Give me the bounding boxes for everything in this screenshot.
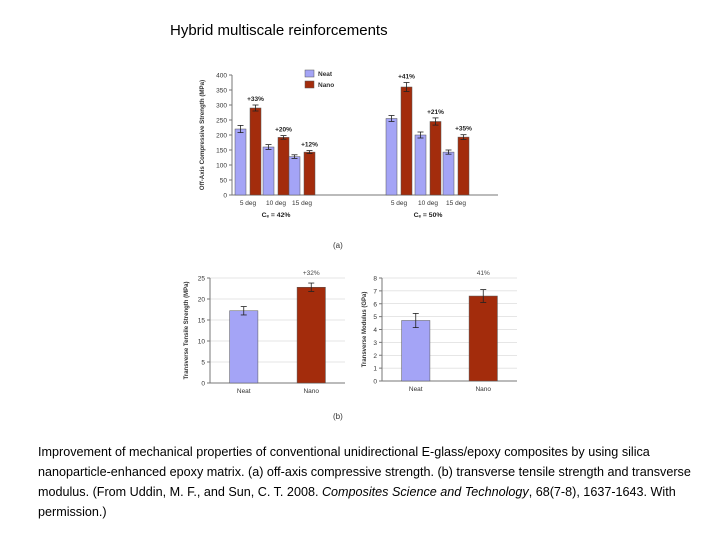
legend-label-nano: Nano <box>318 82 334 89</box>
tensile-x-tick-label: Nano <box>303 388 319 395</box>
y-tick-label: 0 <box>223 193 227 200</box>
panel-label-a: (a) <box>333 241 343 250</box>
tensile-bar-nano <box>296 286 326 384</box>
annotation-pct: +20% <box>275 127 292 134</box>
annotation-pct: +41% <box>398 74 415 81</box>
bar-neat-4 <box>414 134 427 196</box>
bar-neat-5 <box>442 151 455 196</box>
x-tick-label: 10 deg <box>266 200 286 207</box>
bar-neat-2 <box>288 156 301 196</box>
modulus-y-tick-label: 2 <box>373 353 377 360</box>
modulus-y-tick-label: 8 <box>373 276 377 283</box>
modulus-y-tick-label: 6 <box>373 301 377 308</box>
modulus-y-tick-label: 0 <box>373 379 377 386</box>
y-axis-label: Off-Axis Compressive Strength (MPa) <box>199 80 206 190</box>
modulus-x-tick-label: Nano <box>475 386 491 393</box>
tensile-annotation-pct: +32% <box>303 270 320 277</box>
caption-journal: Composites Science and Technology <box>321 485 529 499</box>
bar-nano-5 <box>457 136 470 196</box>
y-tick-label: 200 <box>216 133 227 140</box>
annotation-pct: +12% <box>301 142 318 149</box>
modulus-annotation-pct: 41% <box>477 270 490 277</box>
modulus-y-tick-label: 4 <box>373 327 377 334</box>
legend-swatch-nano <box>304 80 315 89</box>
annotation-pct: +33% <box>247 96 264 103</box>
tensile-y-tick-label: 20 <box>198 297 206 304</box>
bar-nano-3 <box>400 86 413 196</box>
bar-nano-2 <box>303 151 316 196</box>
figure-caption: Improvement of mechanical properties of … <box>38 442 698 522</box>
y-tick-label: 350 <box>216 88 227 95</box>
bar-nano-0 <box>249 107 262 196</box>
bar-neat-3 <box>385 118 398 196</box>
bar-nano-1 <box>277 137 290 196</box>
y-tick-label: 300 <box>216 103 227 110</box>
tensile-y-tick-label: 0 <box>201 381 205 388</box>
legend-label-neat: Neat <box>318 71 333 78</box>
modulus-y-tick-label: 5 <box>373 314 377 321</box>
y-tick-label: 150 <box>216 148 227 155</box>
caption-citation: , 68(7-8), 1637-1643. With permission.) <box>38 485 676 519</box>
tensile-y-axis-label: Transverse Tensile Strength (MPa) <box>184 282 190 380</box>
y-tick-label: 400 <box>216 73 227 80</box>
bar-neat-1 <box>262 146 275 196</box>
x-tick-label: 5 deg <box>391 200 408 207</box>
y-tick-label: 50 <box>220 178 228 185</box>
tensile-bar-neat <box>229 310 259 384</box>
modulus-y-tick-label: 7 <box>373 288 377 295</box>
annotation-pct: +21% <box>427 109 444 116</box>
tensile-y-tick-label: 25 <box>198 276 206 283</box>
x-tick-label: 10 deg <box>418 200 438 207</box>
y-tick-label: 100 <box>216 163 227 170</box>
x-tick-label: 15 deg <box>292 200 312 207</box>
tensile-x-tick-label: Neat <box>237 388 251 395</box>
group-label: Cₑ = 42% <box>262 212 291 219</box>
modulus-y-tick-label: 1 <box>373 366 377 373</box>
x-tick-label: 15 deg <box>446 200 466 207</box>
modulus-bar-nano <box>468 295 498 382</box>
caption-text: Improvement of mechanical properties of … <box>38 445 691 499</box>
annotation-pct: +35% <box>455 126 472 133</box>
tensile-y-tick-label: 5 <box>201 360 205 367</box>
tensile-y-tick-label: 15 <box>198 318 206 325</box>
modulus-y-tick-label: 3 <box>373 340 377 347</box>
x-tick-label: 5 deg <box>240 200 257 207</box>
panel-label-b: (b) <box>333 412 343 421</box>
y-tick-label: 250 <box>216 118 227 125</box>
group-label: Cₑ = 50% <box>414 212 443 219</box>
modulus-y-axis-label: Transverse Modulus (GPa) <box>362 292 368 368</box>
modulus-bar-neat <box>401 320 431 382</box>
bar-neat-0 <box>234 128 247 196</box>
chart-a-compressive-strength: 0 50 100 150 200 250 300 350 400 Off-Axis Compres… <box>199 69 498 219</box>
bar-nano-4 <box>429 121 442 196</box>
legend-swatch-neat <box>304 69 315 78</box>
tensile-y-tick-label: 10 <box>198 339 206 346</box>
modulus-x-tick-label: Neat <box>409 386 423 393</box>
slide-title: Hybrid multiscale reinforcements <box>170 22 388 39</box>
